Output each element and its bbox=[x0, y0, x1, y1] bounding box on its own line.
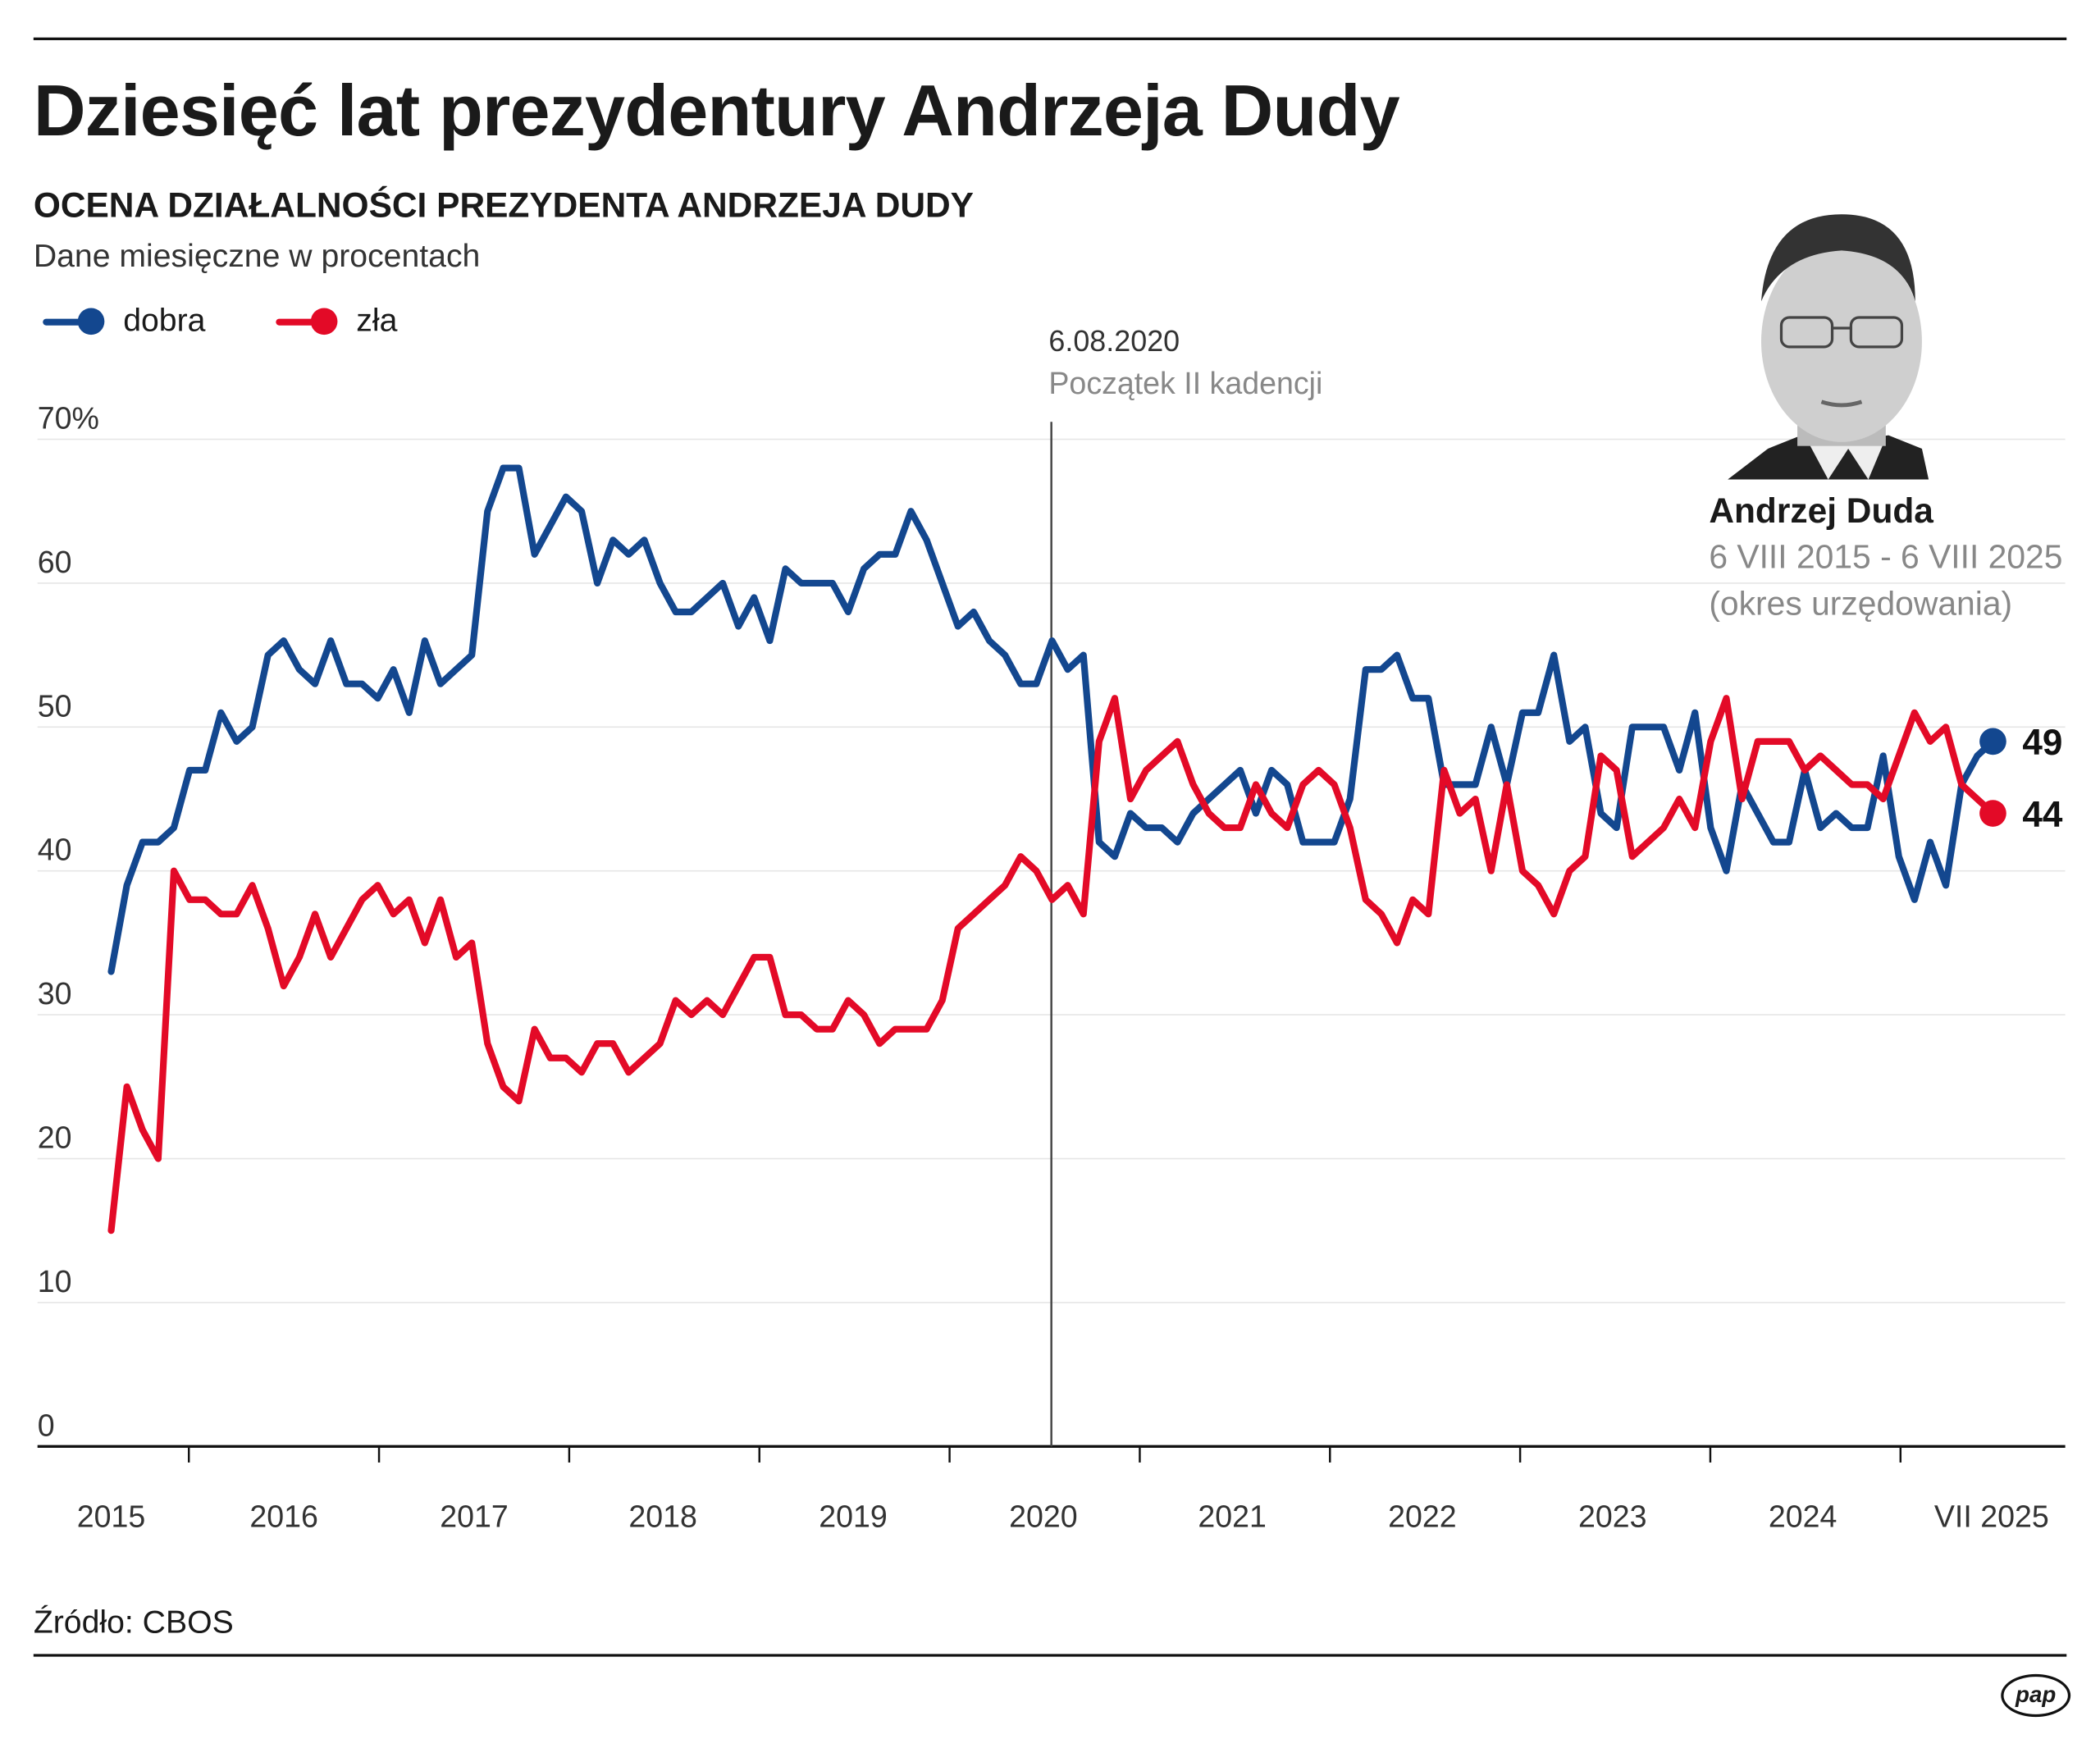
series-line-zla bbox=[107, 695, 1997, 1235]
end-value-label: 44 bbox=[2022, 795, 2063, 835]
page-title: Dziesięć lat prezydentury Andrzeja Dudy bbox=[33, 71, 1400, 152]
pap-logo: pap bbox=[2001, 1673, 2071, 1718]
x-tick-label: 2023 bbox=[1578, 1499, 1647, 1533]
x-tick-label: VII 2025 bbox=[1934, 1499, 2049, 1533]
legend-dot-icon bbox=[310, 308, 338, 335]
x-tick-label: 2022 bbox=[1388, 1499, 1457, 1533]
end-point-zla bbox=[1979, 800, 2006, 827]
x-tick-label: 2017 bbox=[440, 1499, 509, 1533]
y-tick-label: 50 bbox=[38, 688, 72, 723]
x-tick-label: 2018 bbox=[628, 1499, 697, 1533]
annotation-text: Początek II kadencji bbox=[1048, 366, 1322, 400]
top-rule bbox=[33, 37, 2067, 40]
legend-label: zła bbox=[356, 302, 398, 340]
chart-subtitle: OCENA DZIAŁALNOŚCI PREZYDENTA ANDRZEJA D… bbox=[33, 185, 974, 226]
legend-item-dobra: dobra bbox=[43, 303, 205, 340]
portrait-photo bbox=[1728, 214, 1929, 480]
y-tick-label: 0 bbox=[38, 1408, 55, 1442]
x-tick-label: 2019 bbox=[819, 1499, 888, 1533]
person-note: (okres urzędowania) bbox=[1709, 585, 2013, 623]
y-tick-label: 70% bbox=[38, 400, 99, 435]
source-note: Źródło: CBOS bbox=[33, 1604, 234, 1641]
y-tick-label: 60 bbox=[38, 545, 72, 579]
x-tick-label: 2016 bbox=[249, 1499, 318, 1533]
legend-line-icon bbox=[276, 317, 317, 325]
legend-dot-icon bbox=[77, 308, 105, 335]
end-point-dobra bbox=[1979, 728, 2006, 755]
units-note: Dane miesięczne w procentach bbox=[33, 238, 481, 275]
y-tick-label: 20 bbox=[38, 1120, 72, 1154]
y-tick-label: 10 bbox=[38, 1264, 72, 1299]
series-line-dobra bbox=[107, 464, 1997, 975]
legend-label: dobra bbox=[123, 302, 206, 340]
x-tick-label: 2021 bbox=[1198, 1499, 1267, 1533]
legend-line-icon bbox=[43, 317, 84, 325]
x-tick-label: 2024 bbox=[1769, 1499, 1838, 1533]
y-tick-label: 40 bbox=[38, 833, 72, 867]
end-value-label: 49 bbox=[2022, 723, 2062, 763]
x-tick-label: 2015 bbox=[77, 1499, 146, 1533]
annotation-date: 6.08.2020 bbox=[1048, 324, 1180, 358]
person-name: Andrzej Duda bbox=[1709, 490, 1933, 531]
y-tick-label: 30 bbox=[38, 976, 72, 1011]
x-tick-label: 2020 bbox=[1009, 1499, 1078, 1533]
bottom-rule bbox=[33, 1654, 2067, 1657]
person-term: 6 VIII 2015 - 6 VIII 2025 bbox=[1709, 538, 2063, 577]
legend-item-zla: zła bbox=[276, 303, 397, 340]
